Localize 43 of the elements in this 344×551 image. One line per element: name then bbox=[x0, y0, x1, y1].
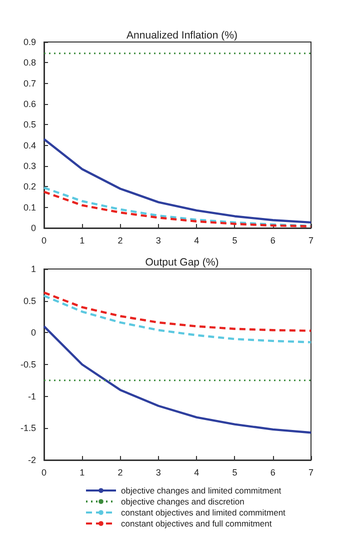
legend-label: constant objectives and full commitment bbox=[121, 518, 272, 528]
x-tick-label: 0 bbox=[41, 468, 47, 478]
y-tick-label: 0.6 bbox=[23, 99, 36, 109]
y-tick-label: -1.5 bbox=[20, 423, 36, 434]
x-tick-label: 7 bbox=[308, 236, 314, 246]
x-tick-label: 1 bbox=[80, 468, 85, 478]
legend-label: objective changes and limited commitment bbox=[121, 486, 282, 496]
y-tick-label: 0.1 bbox=[23, 202, 36, 212]
x-tick-label: 7 bbox=[308, 468, 314, 478]
x-tick-label: 3 bbox=[156, 236, 161, 246]
x-tick-label: 2 bbox=[118, 236, 123, 246]
line-series bbox=[42, 325, 312, 434]
y-tick-label: 0.5 bbox=[23, 120, 36, 130]
y-tick-label: -1 bbox=[28, 391, 36, 402]
x-tick-label: 4 bbox=[194, 468, 200, 478]
y-tick-label: 0 bbox=[30, 328, 36, 338]
y-tick-label: 0.7 bbox=[23, 78, 36, 88]
x-tick-label: 6 bbox=[270, 468, 276, 478]
x-tick-label: 4 bbox=[194, 236, 200, 246]
line-series bbox=[42, 291, 312, 332]
legend-label: constant objectives and limited commitment bbox=[121, 508, 286, 518]
legend-label: objective changes and discretion bbox=[121, 496, 245, 506]
y-tick-label: 0.2 bbox=[23, 182, 36, 192]
line-series bbox=[42, 138, 312, 224]
y-tick-label: 0.5 bbox=[23, 296, 36, 306]
line-series bbox=[42, 294, 312, 344]
x-tick-label: 5 bbox=[232, 468, 238, 478]
y-tick-label: 0.4 bbox=[23, 140, 36, 150]
x-tick-label: 1 bbox=[80, 236, 85, 246]
x-tick-label: 6 bbox=[270, 236, 276, 246]
x-tick-label: 3 bbox=[156, 468, 161, 478]
x-tick-label: 2 bbox=[118, 468, 123, 478]
y-tick-label: 0.9 bbox=[23, 37, 36, 47]
y-tick-label: -2 bbox=[28, 455, 36, 465]
y-tick-label: 0 bbox=[30, 223, 36, 233]
x-tick-label: 5 bbox=[232, 236, 238, 246]
chart-title: Annualized Inflation (%) bbox=[126, 30, 238, 42]
x-tick-label: 0 bbox=[41, 236, 47, 246]
y-tick-label: -0.5 bbox=[20, 360, 36, 370]
y-tick-label: 0.3 bbox=[23, 161, 36, 171]
y-tick-label: 1 bbox=[30, 264, 36, 274]
y-tick-label: 0.8 bbox=[23, 58, 36, 68]
chart-title: Output Gap (%) bbox=[145, 256, 219, 268]
